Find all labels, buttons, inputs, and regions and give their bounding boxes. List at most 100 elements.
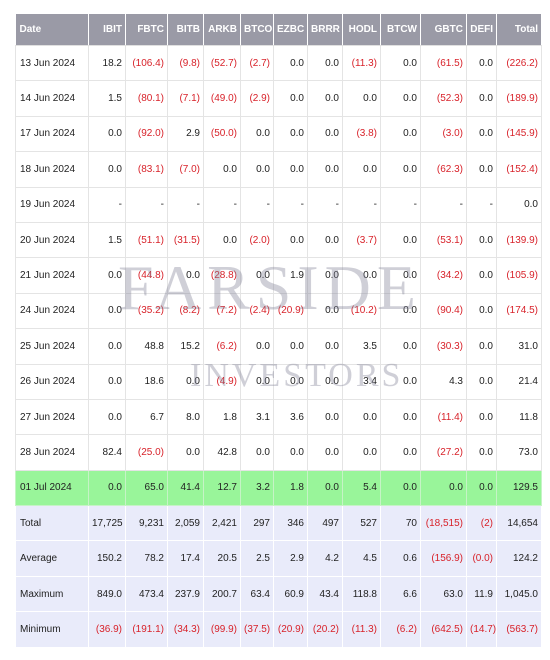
value-cell: 0.0	[466, 80, 497, 117]
column-header-fbtc: FBTC	[125, 14, 168, 46]
value-cell: 65.0	[125, 470, 168, 507]
value-cell: (0.0)	[466, 540, 497, 577]
value-cell: 0.0	[466, 45, 497, 82]
column-header-date: Date	[15, 14, 89, 46]
row-label-cell: 21 Jun 2024	[15, 257, 89, 294]
value-cell: 3.5	[342, 328, 381, 365]
value-cell: 8.0	[167, 399, 204, 436]
value-cell: 0.0	[380, 328, 421, 365]
value-cell: (191.1)	[125, 611, 168, 648]
value-cell: (2.4)	[240, 293, 274, 330]
value-cell: (642.5)	[420, 611, 467, 648]
value-cell: 0.0	[496, 187, 542, 223]
value-cell: 200.7	[203, 576, 241, 613]
value-cell: (49.0)	[203, 80, 241, 117]
value-cell: 3.4	[342, 364, 381, 400]
value-cell: 0.0	[88, 470, 126, 507]
value-cell: 2,059	[167, 505, 204, 542]
value-cell: (189.9)	[496, 80, 542, 117]
value-cell: (4.9)	[203, 364, 241, 400]
value-cell: (152.4)	[496, 151, 542, 188]
value-cell: 0.0	[240, 116, 274, 153]
row-label-cell: 17 Jun 2024	[15, 116, 89, 153]
column-header-arkb: ARKB	[203, 14, 241, 46]
value-cell: -	[466, 187, 497, 223]
value-cell: 0.0	[167, 257, 204, 294]
value-cell: (62.3)	[420, 151, 467, 188]
value-cell: 0.0	[307, 434, 343, 471]
value-cell: -	[380, 187, 421, 223]
value-cell: 17.4	[167, 540, 204, 577]
value-cell: (28.8)	[203, 257, 241, 294]
value-cell: (2)	[466, 505, 497, 542]
table-row: 01 Jul 2024 0.0 65.0 41.4 12.7 3.2 1.8 0.0 5.4 0.…	[15, 470, 542, 507]
value-cell: 237.9	[167, 576, 204, 613]
value-cell: 0.0	[420, 470, 467, 507]
table-row: 17 Jun 2024 0.0 (92.0) 2.9 (50.0) 0.0 0.0 0.0 (3…	[15, 116, 542, 153]
value-cell: 0.0	[88, 116, 126, 153]
value-cell: (2.9)	[240, 80, 274, 117]
value-cell: (34.2)	[420, 257, 467, 294]
value-cell: 0.0	[167, 434, 204, 471]
value-cell: (20.2)	[307, 611, 343, 648]
value-cell: 42.8	[203, 434, 241, 471]
value-cell: (11.4)	[420, 399, 467, 436]
value-cell: (3.8)	[342, 116, 381, 153]
value-cell: 346	[273, 505, 308, 542]
value-cell: 0.0	[466, 293, 497, 330]
value-cell: (563.7)	[496, 611, 542, 648]
value-cell: (30.3)	[420, 328, 467, 365]
value-cell: 0.0	[342, 257, 381, 294]
row-label-cell: Average	[15, 540, 89, 577]
row-label-cell: 27 Jun 2024	[15, 399, 89, 436]
column-header-defi: DEFI	[466, 14, 497, 46]
table-row: 28 Jun 2024 82.4 (25.0) 0.0 42.8 0.0 0.0 0.0 0.0…	[15, 434, 542, 471]
value-cell: (36.9)	[88, 611, 126, 648]
value-cell: 473.4	[125, 576, 168, 613]
value-cell: 0.0	[167, 364, 204, 400]
header-row: Date IBIT FBTC BITB ARKB BTCO EZBC BRRR HODL BTCW…	[15, 14, 542, 46]
table-row: 14 Jun 2024 1.5 (80.1) (7.1) (49.0) (2.9) 0.0 0…	[15, 80, 542, 117]
value-cell: 2.9	[273, 540, 308, 577]
value-cell: 11.9	[466, 576, 497, 613]
value-cell: 17,725	[88, 505, 126, 542]
value-cell: 0.0	[466, 116, 497, 153]
value-cell: (14.7)	[466, 611, 497, 648]
value-cell: 15.2	[167, 328, 204, 365]
value-cell: 527	[342, 505, 381, 542]
value-cell: 0.0	[203, 222, 241, 259]
value-cell: 0.0	[466, 257, 497, 294]
value-cell: 14,654	[496, 505, 542, 542]
value-cell: (7.2)	[203, 293, 241, 330]
value-cell: 82.4	[88, 434, 126, 471]
row-label-cell: Total	[15, 505, 89, 542]
value-cell: (99.9)	[203, 611, 241, 648]
row-label-cell: Minimum	[15, 611, 89, 648]
value-cell: 4.2	[307, 540, 343, 577]
value-cell: 0.0	[88, 257, 126, 294]
value-cell: 1.5	[88, 222, 126, 259]
value-cell: 497	[307, 505, 343, 542]
value-cell: 0.0	[273, 151, 308, 188]
column-header-btco: BTCO	[240, 14, 274, 46]
value-cell: -	[307, 187, 343, 223]
value-cell: (7.1)	[167, 80, 204, 117]
value-cell: 1.8	[273, 470, 308, 507]
column-header-ibit: IBIT	[88, 14, 126, 46]
value-cell: 124.2	[496, 540, 542, 577]
value-cell: (105.9)	[496, 257, 542, 294]
value-cell: (139.9)	[496, 222, 542, 259]
table-body: 13 Jun 2024 18.2 (106.4) (9.8) (52.7) (2.7) 0.…	[15, 45, 542, 648]
value-cell: 0.0	[240, 257, 274, 294]
value-cell: (92.0)	[125, 116, 168, 153]
value-cell: 0.0	[380, 80, 421, 117]
value-cell: 63.0	[420, 576, 467, 613]
column-header-hodl: HODL	[342, 14, 381, 46]
value-cell: 0.0	[273, 434, 308, 471]
column-header-total: Total	[496, 14, 542, 46]
value-cell: 20.5	[203, 540, 241, 577]
value-cell: (3.0)	[420, 116, 467, 153]
value-cell: 1.8	[203, 399, 241, 436]
etf-flow-table: Date IBIT FBTC BITB ARKB BTCO EZBC BRRR HODL BTCW…	[15, 14, 542, 648]
value-cell: 0.0	[273, 328, 308, 365]
